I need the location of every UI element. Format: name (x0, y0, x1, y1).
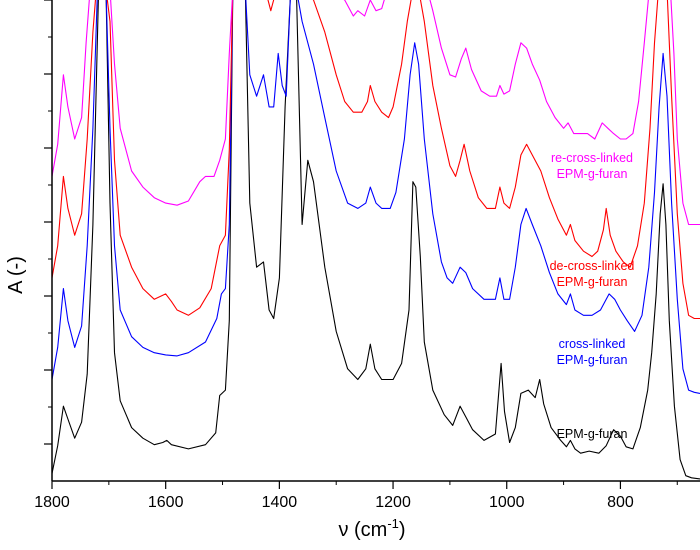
series-line-1 (52, 0, 700, 394)
series-label-3: re-cross-linked EPM-g-furan (551, 151, 633, 181)
series-line-0 (52, 0, 700, 480)
series-labels: EPM-g-furan cross-linked EPM-g-furan de-cro… (550, 151, 635, 441)
axes: 1800 1600 1400 1200 1000 800 (34, 0, 700, 511)
x-tick-label: 1400 (262, 494, 298, 511)
series-label-2: de-cross-linked EPM-g-furan (550, 259, 635, 289)
x-axis-label: ν (cm-1) (338, 516, 405, 541)
series-line-3 (52, 0, 700, 226)
x-tick-label: 1200 (375, 494, 411, 511)
series-label-0: EPM-g-furan (557, 427, 628, 441)
series-label-1: cross-linked EPM-g-furan (557, 337, 628, 367)
series-line-2 (52, 0, 700, 320)
x-tick-label: 1000 (489, 494, 525, 511)
plot-area (52, 0, 700, 480)
x-tick-label: 800 (607, 494, 634, 511)
x-tick-label: 1800 (34, 494, 70, 511)
x-tick-label: 1600 (148, 494, 184, 511)
y-axis-label: A (-) (5, 256, 27, 294)
